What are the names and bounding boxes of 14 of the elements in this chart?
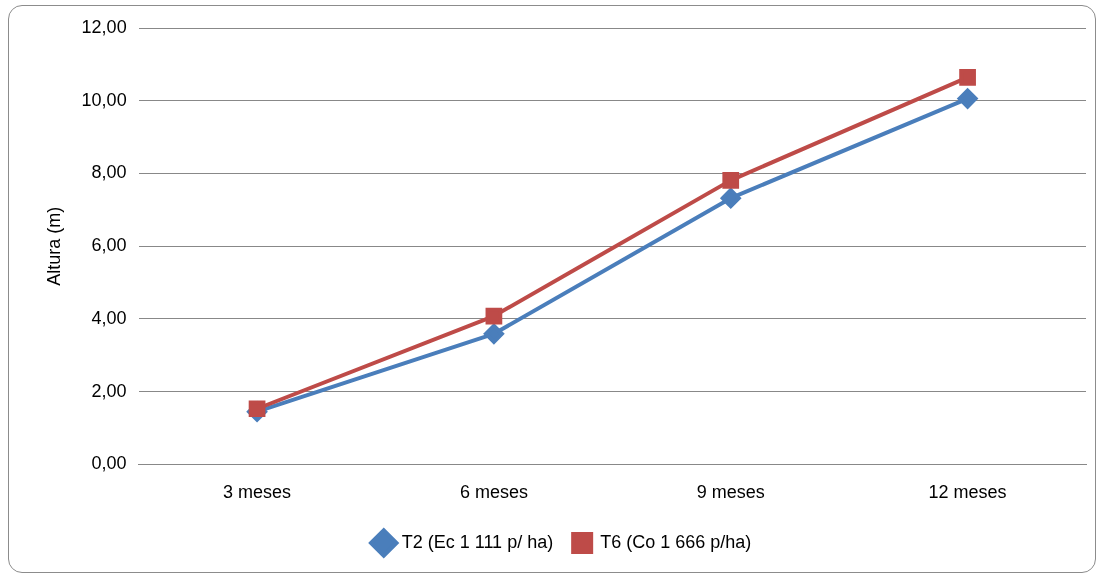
y-tick-label: 12,00 <box>81 16 127 37</box>
y-tick-label: 8,00 <box>91 162 127 183</box>
legend-label: T6 (Co 1 666 p/ha) <box>600 531 752 552</box>
y-tick-label: 10,00 <box>81 89 127 110</box>
y-tick-label: 0,00 <box>91 453 127 474</box>
x-tick-label: 9 meses <box>696 482 765 503</box>
y-tick-label: 6,00 <box>91 235 127 256</box>
x-tick-label: 3 meses <box>223 482 292 503</box>
y-tick-label: 4,00 <box>91 307 127 328</box>
legend-label: T2 (Ec 1 111 p/ ha) <box>401 531 554 552</box>
y-tick-label: 2,00 <box>91 380 127 401</box>
x-tick-label: 12 meses <box>928 482 1007 503</box>
y-axis-title: Altura (m) <box>43 206 64 286</box>
x-tick-label: 6 meses <box>459 482 528 503</box>
